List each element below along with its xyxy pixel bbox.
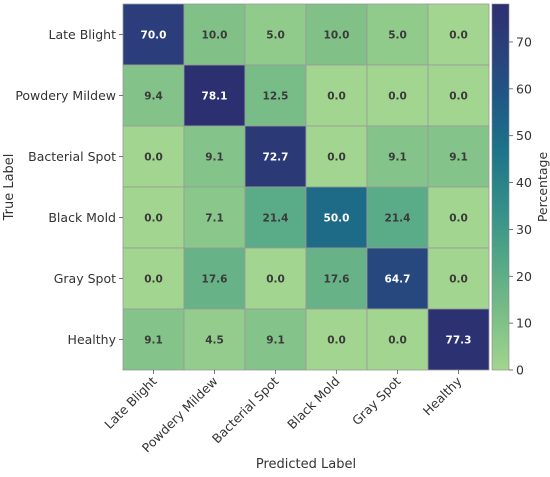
heatmap-cell <box>244 186 307 249</box>
cell-value-label: 12.5 <box>263 91 289 103</box>
cell-value-label: 0.0 <box>144 152 163 164</box>
y-axis-label: True Label <box>2 154 17 222</box>
cell-value-label: 0.0 <box>266 274 285 286</box>
heatmap-cell <box>183 3 246 66</box>
cell-value-label: 77.3 <box>446 335 472 347</box>
heatmap-cell <box>305 3 368 66</box>
cell-value-label: 0.0 <box>327 335 346 347</box>
x-tick-label: Late Blight <box>101 373 159 431</box>
heatmap-cell <box>366 186 429 249</box>
heatmap-cell <box>427 247 490 310</box>
heatmap-cell <box>122 186 185 249</box>
cell-value-label: 0.0 <box>449 274 468 286</box>
colorbar-tick-label: 60 <box>516 81 532 96</box>
cell-value-label: 21.4 <box>263 213 289 225</box>
heatmap-cell <box>183 186 246 249</box>
heatmap-cell <box>427 125 490 188</box>
cell-value-label: 0.0 <box>144 213 163 225</box>
heatmap-cell <box>366 247 429 310</box>
cell-value-label: 72.7 <box>263 152 289 164</box>
cell-value-label: 9.1 <box>144 335 163 347</box>
heatmap-cell <box>366 308 429 371</box>
colorbar-tick-label: 70 <box>516 34 532 49</box>
heatmap-cell <box>244 247 307 310</box>
cell-value-label: 21.4 <box>385 213 411 225</box>
heatmap-cell <box>183 125 246 188</box>
cell-value-label: 0.0 <box>449 91 468 103</box>
heatmap-cell <box>244 3 307 66</box>
colorbar-tick-label: 0 <box>516 363 524 378</box>
cell-value-label: 0.0 <box>327 91 346 103</box>
y-tick-label: Gray Spot <box>54 271 116 286</box>
heatmap-cell <box>427 186 490 249</box>
x-tick-label: Gray Spot <box>349 373 404 428</box>
colorbar-label: Percentage <box>535 152 550 223</box>
heatmap-cell <box>122 308 185 371</box>
y-tick-label: Powdery Mildew <box>15 88 116 103</box>
cell-value-label: 10.0 <box>202 30 228 42</box>
x-tick-label: Healthy <box>420 373 465 418</box>
heatmap-cell <box>183 64 246 127</box>
cell-value-label: 9.1 <box>449 152 468 164</box>
cell-value-label: 0.0 <box>449 213 468 225</box>
colorbar-tick-label: 50 <box>516 128 532 143</box>
colorbar-tick-label: 30 <box>516 222 532 237</box>
heatmap-cell <box>122 125 185 188</box>
heatmap-cell <box>305 247 368 310</box>
heatmap-cell <box>427 308 490 371</box>
heatmap-cell <box>305 125 368 188</box>
heatmap-cell <box>427 64 490 127</box>
y-tick-label: Healthy <box>68 332 117 347</box>
cell-value-label: 9.1 <box>205 152 224 164</box>
cell-value-label: 0.0 <box>144 274 163 286</box>
heatmap-cell <box>305 64 368 127</box>
cell-value-label: 0.0 <box>388 91 407 103</box>
y-tick-label: Bacterial Spot <box>28 149 116 164</box>
cell-value-label: 70.0 <box>141 30 167 42</box>
heatmap-cell <box>305 186 368 249</box>
cell-value-label: 0.0 <box>449 30 468 42</box>
cell-value-label: 10.0 <box>324 30 350 42</box>
cell-value-label: 17.6 <box>202 274 228 286</box>
x-axis-label: Predicted Label <box>256 457 356 472</box>
colorbar-tick-label: 40 <box>516 175 532 190</box>
cell-value-label: 78.1 <box>202 91 228 103</box>
cell-value-label: 5.0 <box>266 30 285 42</box>
heatmap-cell <box>122 3 185 66</box>
cell-value-label: 7.1 <box>205 213 224 225</box>
heatmap-cell <box>427 3 490 66</box>
cell-value-label: 0.0 <box>327 152 346 164</box>
x-tick-label: Black Mold <box>284 374 342 432</box>
cell-value-label: 5.0 <box>388 30 407 42</box>
cell-value-label: 9.1 <box>266 335 285 347</box>
cell-value-label: 4.5 <box>205 335 224 347</box>
cell-value-label: 9.1 <box>388 152 407 164</box>
y-tick-label: Black Mold <box>48 210 116 225</box>
heatmap-cell <box>122 247 185 310</box>
colorbar-tick-label: 10 <box>516 316 532 331</box>
colorbar <box>491 3 510 371</box>
y-tick-label: Late Blight <box>49 27 117 42</box>
cell-value-label: 50.0 <box>324 213 350 225</box>
cell-value-label: 0.0 <box>388 335 407 347</box>
cell-value-label: 9.4 <box>144 91 163 103</box>
heatmap-cell <box>366 125 429 188</box>
cell-value-label: 64.7 <box>385 274 411 286</box>
colorbar-tick-label: 20 <box>516 269 532 284</box>
cell-value-label: 17.6 <box>324 274 350 286</box>
heatmap-cell <box>366 3 429 66</box>
